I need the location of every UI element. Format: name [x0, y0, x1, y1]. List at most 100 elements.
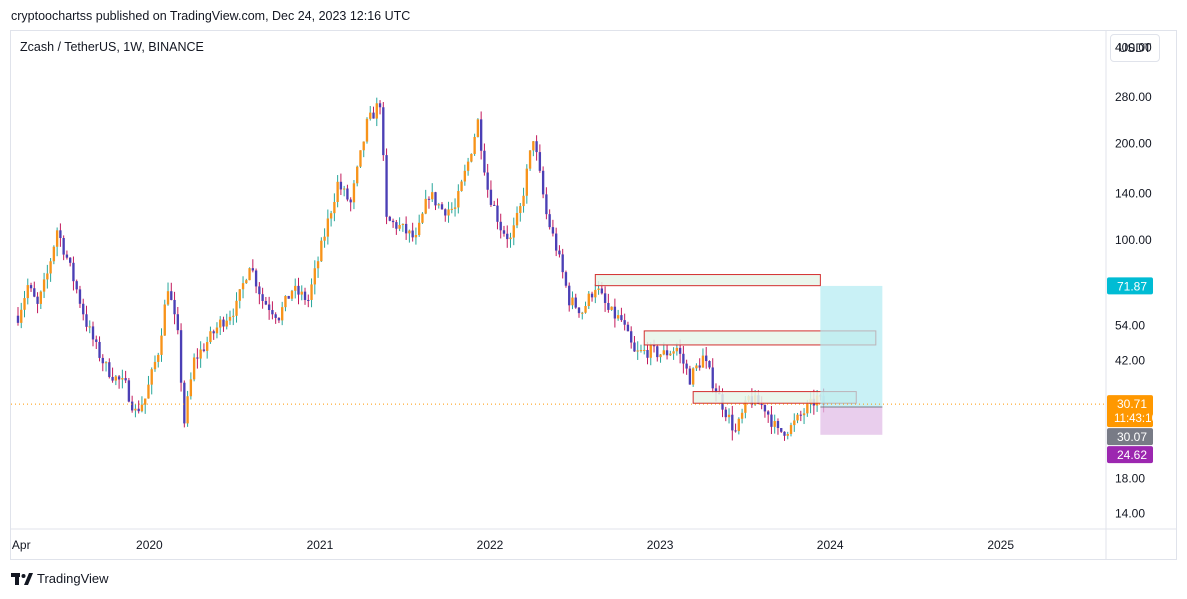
candle-body: [359, 150, 362, 167]
candle-body: [535, 141, 538, 153]
candle-body: [88, 326, 91, 328]
candle-body: [646, 349, 649, 358]
position-stop-area[interactable]: [820, 407, 883, 435]
candle-body: [502, 230, 506, 234]
candle-body: [130, 401, 134, 411]
candle-body: [532, 141, 535, 151]
candle-body: [607, 302, 610, 310]
candle-body: [479, 119, 483, 151]
candle-body: [763, 404, 767, 412]
candle-body: [590, 293, 594, 298]
candle-body: [267, 304, 271, 311]
candle-body: [656, 346, 659, 358]
candle-body: [760, 404, 763, 406]
zone-rectangle[interactable]: [594, 274, 821, 287]
candle-body: [444, 209, 447, 216]
candle-body: [799, 414, 802, 416]
candle-body: [320, 240, 323, 262]
y-tick-label: 42.00: [1115, 354, 1145, 368]
candle-body: [238, 289, 241, 301]
candle-body: [691, 368, 695, 385]
y-tick-label: 200.00: [1115, 137, 1152, 151]
candle-body: [401, 223, 405, 225]
candle-body: [802, 413, 806, 416]
currency-button[interactable]: USDT: [1110, 34, 1160, 62]
candle-body: [101, 357, 104, 364]
candle-body: [577, 307, 581, 314]
candle-body: [404, 223, 408, 234]
candle-body: [434, 192, 437, 206]
candle-body: [202, 349, 206, 351]
candle-body: [519, 206, 522, 213]
candle-body: [385, 155, 388, 217]
candle-body: [600, 288, 604, 294]
candle-body: [783, 431, 786, 436]
candle-body: [137, 408, 140, 412]
candle-body: [643, 349, 646, 351]
price-label-badge: [1107, 446, 1153, 464]
candle-body: [300, 291, 303, 295]
candle-body: [773, 421, 776, 427]
candle-body: [669, 353, 672, 356]
candle-body: [313, 268, 316, 285]
symbol-legend: Zcash / TetherUS, 1W, BINANCE: [20, 40, 204, 54]
candle-body: [111, 376, 114, 381]
candle-body: [85, 314, 88, 327]
y-tick-label: 140.00: [1115, 186, 1152, 200]
x-tick-label: Apr: [12, 538, 31, 552]
candle-body: [740, 412, 744, 419]
x-tick-label: 2024: [817, 538, 844, 552]
candle-body: [675, 347, 679, 352]
candle-body: [776, 421, 780, 429]
candle-body: [789, 425, 793, 434]
candle-body: [212, 331, 215, 334]
candle-body: [284, 295, 287, 308]
candle-body: [310, 284, 313, 300]
candle-body: [140, 404, 144, 412]
candle-body: [232, 315, 235, 317]
candle-body: [626, 324, 630, 332]
candle-body: [708, 361, 711, 368]
candle-body: [274, 314, 277, 318]
price-label-text: 71.87: [1117, 279, 1147, 293]
price-label-badge: [1107, 428, 1153, 446]
candle-body: [731, 414, 734, 431]
candle-body: [630, 331, 633, 343]
tradingview-logo-icon: [11, 572, 33, 585]
x-tick-label: 2021: [307, 538, 334, 552]
candle-body: [342, 188, 346, 190]
candle-body: [144, 398, 147, 405]
candle-body: [581, 312, 584, 314]
candle-body: [254, 270, 258, 287]
countdown-text: 11:43:16: [1114, 413, 1158, 425]
candle-body: [183, 382, 186, 424]
candle-body: [192, 357, 196, 380]
candle-body: [486, 172, 489, 190]
candle-body: [724, 409, 727, 418]
position-target-area[interactable]: [820, 285, 883, 408]
candle-body: [62, 238, 65, 255]
price-label-badge: [1107, 277, 1153, 295]
candle-body: [82, 303, 85, 315]
candle-body: [796, 414, 799, 421]
candle-body: [466, 161, 470, 171]
candle-body: [493, 204, 496, 206]
candle-body: [427, 198, 431, 200]
candle-body: [46, 273, 49, 280]
candle-body: [780, 428, 783, 432]
candle-body: [597, 288, 600, 290]
candle-body: [365, 118, 369, 142]
candle-body: [303, 291, 307, 300]
candle-body: [271, 310, 274, 315]
candle-body: [639, 350, 643, 352]
candle-body: [196, 357, 199, 359]
candle-body: [551, 227, 555, 234]
candle-body: [515, 212, 519, 226]
candle-body: [665, 350, 669, 356]
candle-body: [440, 204, 444, 210]
candle-body: [316, 261, 320, 269]
candle-body: [603, 293, 607, 303]
candle-body: [587, 293, 590, 307]
candle-body: [49, 261, 52, 274]
